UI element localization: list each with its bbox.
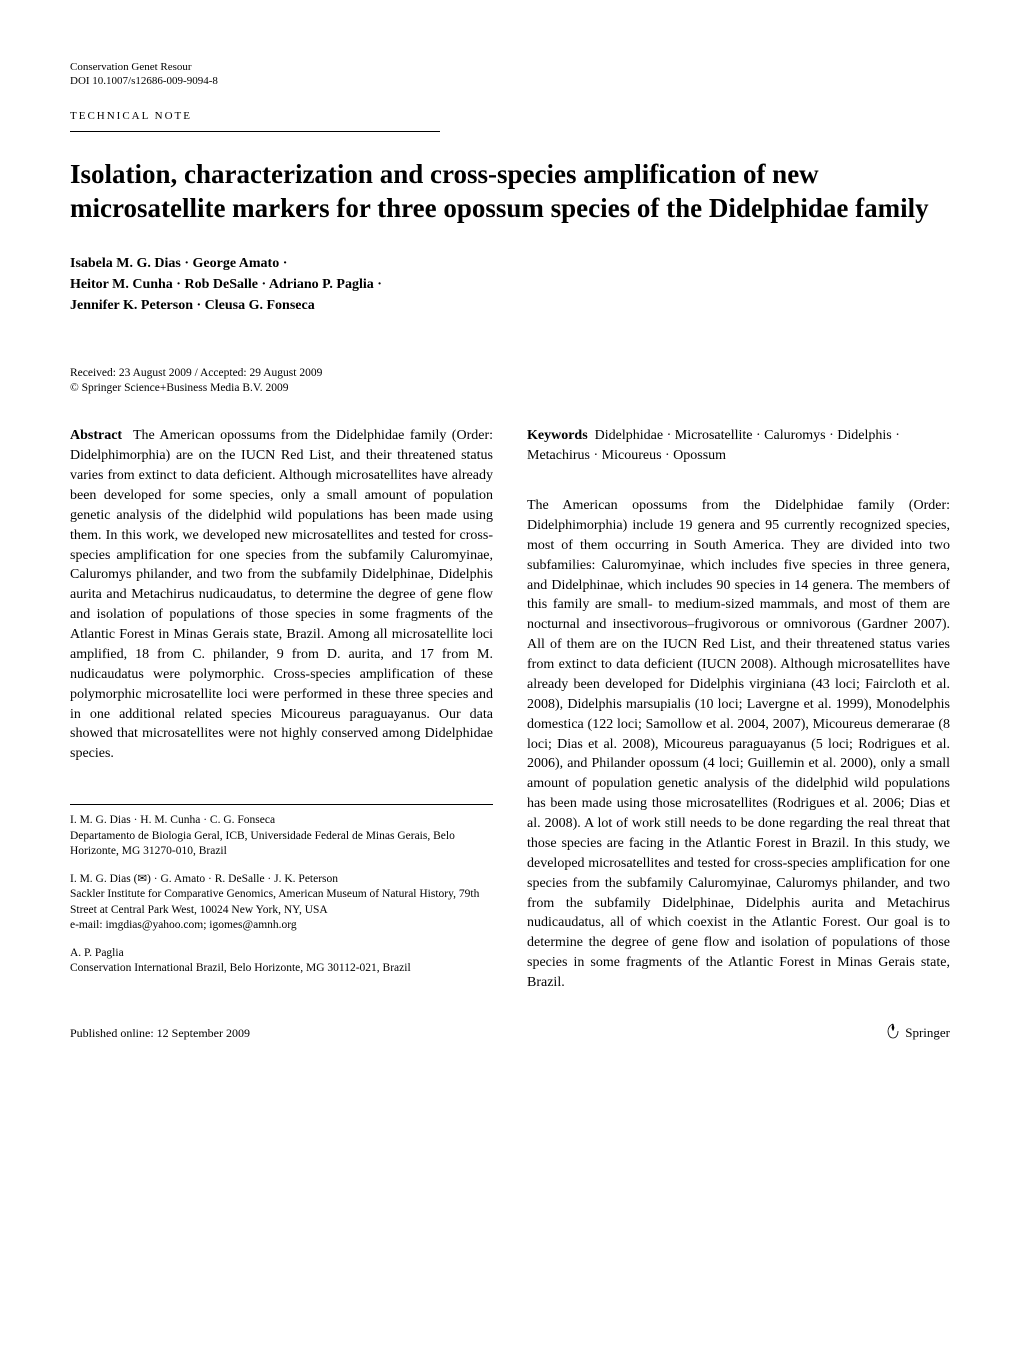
- abstract-text: The American opossums from the Didelphid…: [70, 428, 493, 761]
- authors-line-2: Heitor M. Cunha · Rob DeSalle · Adriano …: [70, 274, 950, 295]
- affiliation-3-authors: A. P. Paglia: [70, 946, 493, 962]
- affiliations-block: I. M. G. Dias · H. M. Cunha · C. G. Fons…: [70, 804, 493, 977]
- authors-line-1: Isabela M. G. Dias · George Amato ·: [70, 253, 950, 274]
- abstract-label: Abstract: [70, 428, 122, 443]
- journal-header: Conservation Genet Resour DOI 10.1007/s1…: [70, 60, 950, 89]
- affiliation-2-email: e-mail: imgdias@yahoo.com; igomes@amnh.o…: [70, 918, 493, 934]
- body-paragraph: The American opossums from the Didelphid…: [527, 496, 950, 993]
- page-footer: Published online: 12 September 2009 Spri…: [70, 1023, 950, 1044]
- authors-line-3: Jennifer K. Peterson · Cleusa G. Fonseca: [70, 295, 950, 316]
- two-column-layout: Abstract The American opossums from the …: [70, 426, 950, 993]
- affiliation-1-authors: I. M. G. Dias · H. M. Cunha · C. G. Fons…: [70, 813, 493, 829]
- affiliation-2-text: Sackler Institute for Comparative Genomi…: [70, 887, 493, 918]
- received-dates: Received: 23 August 2009 / Accepted: 29 …: [70, 366, 950, 381]
- keywords-label: Keywords: [527, 428, 588, 443]
- journal-doi: DOI 10.1007/s12686-009-9094-8: [70, 74, 950, 88]
- section-label: TECHNICAL NOTE: [70, 109, 950, 128]
- affiliation-3-text: Conservation International Brazil, Belo …: [70, 961, 493, 977]
- affiliation-3: A. P. Paglia Conservation International …: [70, 946, 493, 977]
- abstract-paragraph: Abstract The American opossums from the …: [70, 426, 493, 764]
- article-title: Isolation, characterization and cross-sp…: [70, 158, 950, 226]
- published-online: Published online: 12 September 2009: [70, 1025, 250, 1042]
- affiliation-1: I. M. G. Dias · H. M. Cunha · C. G. Fons…: [70, 813, 493, 860]
- left-column: Abstract The American opossums from the …: [70, 426, 493, 993]
- right-column: Keywords Didelphidae · Microsatellite · …: [527, 426, 950, 993]
- authors-block: Isabela M. G. Dias · George Amato · Heit…: [70, 253, 950, 316]
- affiliation-2-authors: I. M. G. Dias (✉) · G. Amato · R. DeSall…: [70, 872, 493, 888]
- publisher-name: Springer: [905, 1024, 950, 1042]
- received-block: Received: 23 August 2009 / Accepted: 29 …: [70, 366, 950, 396]
- affiliation-1-text: Departamento de Biologia Geral, ICB, Uni…: [70, 829, 493, 860]
- keywords-paragraph: Keywords Didelphidae · Microsatellite · …: [527, 426, 950, 466]
- springer-icon: [885, 1023, 901, 1044]
- copyright-line: © Springer Science+Business Media B.V. 2…: [70, 381, 950, 396]
- affiliation-2: I. M. G. Dias (✉) · G. Amato · R. DeSall…: [70, 872, 493, 934]
- journal-name: Conservation Genet Resour: [70, 60, 950, 74]
- publisher-logo: Springer: [885, 1023, 950, 1044]
